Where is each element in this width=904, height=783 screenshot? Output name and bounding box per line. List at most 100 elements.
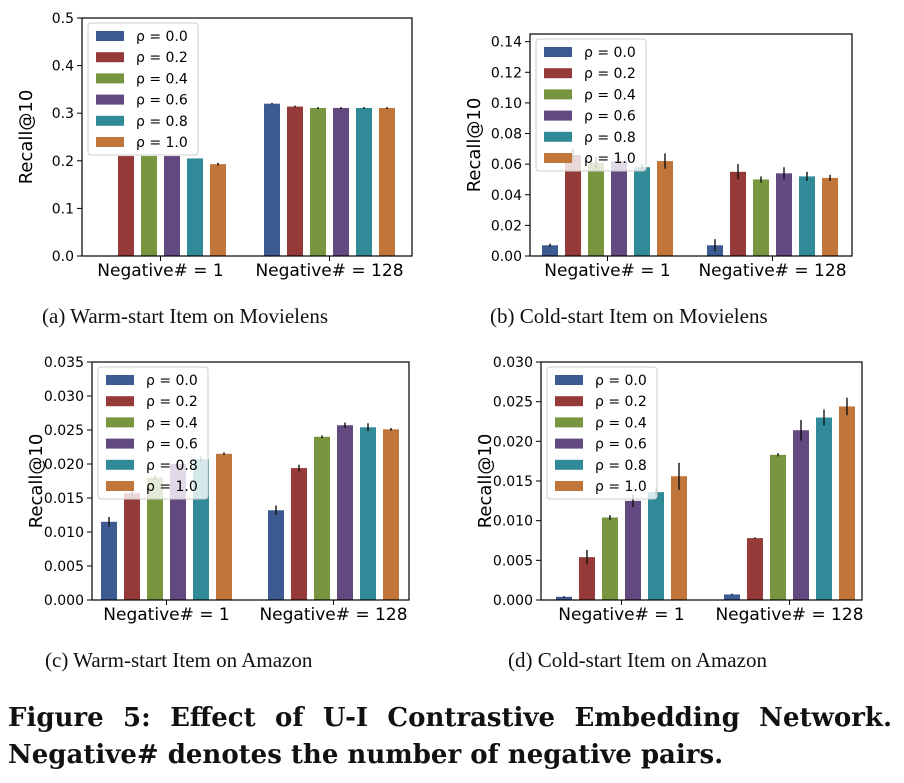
bar xyxy=(216,453,232,600)
legend-swatch xyxy=(96,115,124,126)
y-tick-label: 0.04 xyxy=(491,188,522,204)
legend-swatch xyxy=(96,52,124,63)
legend-label: ρ = 0.0 xyxy=(146,373,198,389)
legend-label: ρ = 1.0 xyxy=(146,479,198,495)
legend: ρ = 0.0 ρ = 0.2 ρ = 0.4 ρ = 0.6 ρ = 0.8 ρ = 1… xyxy=(87,22,199,156)
legend: ρ = 0.0 ρ = 0.2 ρ = 0.4 ρ = 0.6 ρ = 0.8 ρ = 1… xyxy=(535,38,647,172)
y-tick-label: 0.025 xyxy=(493,395,533,411)
y-tick-label: 0.015 xyxy=(493,474,533,490)
bar xyxy=(816,417,832,600)
legend-swatch xyxy=(555,396,583,407)
y-tick-label: 0.025 xyxy=(44,423,84,439)
legend-label: ρ = 0.0 xyxy=(136,29,188,45)
legend-label: ρ = 1.0 xyxy=(595,479,647,495)
y-tick-label: 0.3 xyxy=(52,106,74,122)
bar xyxy=(118,156,134,256)
y-tick-label: 0.14 xyxy=(491,35,522,51)
subcaption-b: (b) Cold-start Item on Movielens xyxy=(490,304,768,328)
plot-frame xyxy=(81,17,413,257)
y-tick-label: 0.020 xyxy=(44,457,84,473)
subcaption-a: (a) Warm-start Item on Movielens xyxy=(42,304,329,328)
legend-swatch xyxy=(544,89,572,100)
bar xyxy=(799,176,815,256)
bar xyxy=(770,454,786,600)
bar xyxy=(268,510,284,600)
bar xyxy=(291,468,307,600)
legend: ρ = 0.0 ρ = 0.2 ρ = 0.4 ρ = 0.6 ρ = 0.8 ρ = 1… xyxy=(546,366,658,500)
y-tick-label: 0.00 xyxy=(491,249,522,265)
bar xyxy=(579,557,595,600)
legend-swatch xyxy=(544,110,572,121)
x-tick-label: Negative# = 1 xyxy=(103,605,229,625)
x-tick-label: Negative# = 128 xyxy=(715,605,863,625)
bar xyxy=(383,429,399,600)
bar xyxy=(839,406,855,600)
bar xyxy=(588,162,604,256)
bar xyxy=(147,477,163,600)
bar xyxy=(379,107,395,257)
legend-label: ρ = 0.4 xyxy=(136,71,188,87)
subcaption-d: (d) Cold-start Item on Amazon xyxy=(508,648,767,672)
bar xyxy=(671,476,687,600)
legend-swatch xyxy=(106,375,134,385)
legend-label: ρ = 0.8 xyxy=(146,458,198,474)
y-tick-label: 0.4 xyxy=(52,59,74,75)
bar xyxy=(314,436,330,600)
bar xyxy=(124,493,140,600)
plot-frame xyxy=(91,361,410,601)
y-tick-label: 0.035 xyxy=(44,355,84,371)
x-tick-label: Negative# = 1 xyxy=(544,261,670,281)
bar xyxy=(657,161,673,256)
legend-swatch xyxy=(555,481,583,491)
bar xyxy=(333,107,349,257)
y-tick-label: 0.000 xyxy=(493,593,533,609)
x-tick-label: Negative# = 1 xyxy=(97,261,223,281)
y-tick-label: 0.10 xyxy=(491,96,522,112)
chart-a: 0.0 0.1 0.2 0.3 0.4 0.5 Recall@10 Negative# = 1… xyxy=(16,11,413,281)
y-axis-label: Recall@10 xyxy=(464,98,485,193)
legend-label: ρ = 0.2 xyxy=(595,394,647,410)
y-tick-label: 0.5 xyxy=(52,11,74,27)
y-tick-label: 0.08 xyxy=(491,127,522,143)
legend-swatch xyxy=(555,375,583,385)
bar xyxy=(101,521,117,600)
y-tick-label: 0.010 xyxy=(44,525,84,541)
bar xyxy=(724,594,740,600)
bar xyxy=(753,179,769,256)
legend-label: ρ = 0.2 xyxy=(584,66,636,82)
plot-frame xyxy=(540,361,863,601)
y-tick-label: 0.000 xyxy=(44,593,84,609)
legend-label: ρ = 0.4 xyxy=(584,87,636,103)
legend-label: ρ = 0.2 xyxy=(146,394,198,410)
bar xyxy=(625,500,641,600)
x-tick-label: Negative# = 128 xyxy=(255,261,403,281)
bar xyxy=(776,173,792,256)
chart-b: 0.00 0.02 0.04 0.06 0.08 0.10 0.12 0.14 Recall@1… xyxy=(464,33,853,281)
caption-line-2: Negative# denotes the number of negative… xyxy=(8,740,724,770)
bar xyxy=(264,103,280,257)
x-tick-label: Negative# = 1 xyxy=(558,605,684,625)
legend-swatch xyxy=(544,131,572,142)
y-tick-label: 0.010 xyxy=(493,514,533,530)
legend-swatch xyxy=(544,153,572,163)
legend-label: ρ = 0.2 xyxy=(136,50,188,66)
legend-swatch xyxy=(96,73,124,84)
bar xyxy=(565,154,581,256)
y-tick-label: 0.030 xyxy=(493,355,533,371)
legend-swatch xyxy=(555,438,583,449)
legend: ρ = 0.0 ρ = 0.2 ρ = 0.4 ρ = 0.6 ρ = 0.8 ρ = 1… xyxy=(97,366,209,500)
legend-label: ρ = 0.6 xyxy=(584,109,636,125)
legend-label: ρ = 0.4 xyxy=(595,415,647,431)
bar xyxy=(793,430,809,600)
legend-swatch xyxy=(96,94,124,105)
bar xyxy=(337,425,353,600)
legend-label: ρ = 0.8 xyxy=(595,458,647,474)
bar xyxy=(602,517,618,600)
y-tick-label: 0.005 xyxy=(44,559,84,575)
y-axis-label: Recall@10 xyxy=(16,90,37,185)
plot-frame xyxy=(529,33,853,257)
legend-label: ρ = 1.0 xyxy=(584,151,636,167)
legend-swatch xyxy=(544,68,572,79)
legend-swatch xyxy=(555,459,583,470)
legend-label: ρ = 0.4 xyxy=(146,415,198,431)
